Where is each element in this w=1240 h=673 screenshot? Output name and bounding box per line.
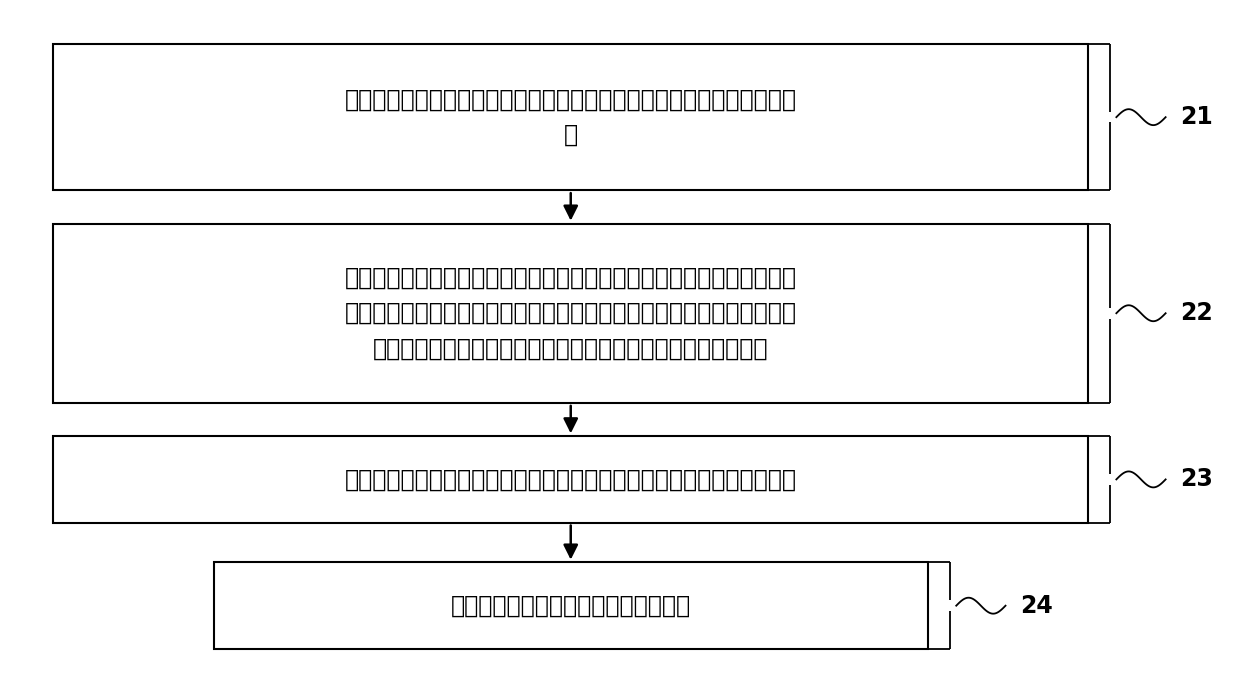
Text: 计算目标角速度波动量与补偿后的角速度输出量之差，获得第一角速度差
值: 计算目标角速度波动量与补偿后的角速度输出量之差，获得第一角速度差 值	[345, 87, 797, 147]
Text: 24: 24	[1021, 594, 1053, 618]
Text: 23: 23	[1180, 468, 1213, 491]
Text: 22: 22	[1180, 302, 1213, 325]
FancyBboxPatch shape	[53, 436, 1087, 523]
Text: 将力矩补偿量补偿到速度环调节器的输出力矩中，获得补偿后的输出力矩: 将力矩补偿量补偿到速度环调节器的输出力矩中，获得补偿后的输出力矩	[345, 468, 797, 491]
Text: 将第一角速度差值作为输入量输入至压缩机控制用速度环中的速度环调节
器，获得速度环调节器的输出力矩；同时，基于第一角速度差值执行力矩
补偿，获得第一角速度差值中部: 将第一角速度差值作为输入量输入至压缩机控制用速度环中的速度环调节 器，获得速度环…	[345, 266, 797, 361]
FancyBboxPatch shape	[53, 223, 1087, 403]
Text: 21: 21	[1180, 105, 1213, 129]
Text: 根据补偿后的输出力矩控制空调压缩机: 根据补偿后的输出力矩控制空调压缩机	[450, 594, 691, 618]
FancyBboxPatch shape	[53, 44, 1087, 190]
FancyBboxPatch shape	[213, 563, 928, 649]
